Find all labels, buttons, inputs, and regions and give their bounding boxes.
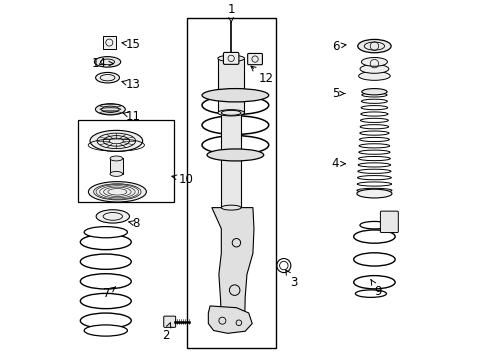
Ellipse shape bbox=[356, 189, 391, 198]
Ellipse shape bbox=[206, 149, 263, 161]
FancyBboxPatch shape bbox=[247, 53, 262, 65]
Ellipse shape bbox=[84, 325, 127, 336]
Ellipse shape bbox=[221, 111, 241, 115]
Bar bbox=[110, 158, 122, 174]
Polygon shape bbox=[211, 208, 253, 327]
Text: 5: 5 bbox=[331, 87, 344, 100]
Ellipse shape bbox=[364, 42, 384, 50]
Ellipse shape bbox=[358, 72, 389, 80]
FancyBboxPatch shape bbox=[163, 316, 175, 327]
Ellipse shape bbox=[95, 104, 125, 115]
Bar bbox=[186, 18, 276, 348]
Ellipse shape bbox=[361, 89, 386, 95]
Text: 7: 7 bbox=[102, 287, 115, 300]
Ellipse shape bbox=[110, 156, 122, 161]
Ellipse shape bbox=[359, 64, 388, 73]
Text: 3: 3 bbox=[285, 270, 297, 289]
Ellipse shape bbox=[110, 171, 122, 176]
Text: 1: 1 bbox=[227, 3, 234, 22]
Ellipse shape bbox=[217, 110, 244, 116]
Ellipse shape bbox=[355, 290, 386, 297]
Text: 11: 11 bbox=[122, 110, 141, 123]
Ellipse shape bbox=[96, 72, 119, 83]
Ellipse shape bbox=[96, 210, 129, 223]
Ellipse shape bbox=[221, 205, 241, 210]
Ellipse shape bbox=[100, 75, 115, 81]
Ellipse shape bbox=[202, 89, 268, 102]
Ellipse shape bbox=[359, 221, 388, 229]
Ellipse shape bbox=[90, 130, 142, 152]
Ellipse shape bbox=[357, 39, 390, 53]
Ellipse shape bbox=[84, 226, 127, 238]
Ellipse shape bbox=[101, 59, 114, 65]
Text: 14: 14 bbox=[92, 57, 113, 70]
Ellipse shape bbox=[217, 55, 244, 62]
Bar bbox=[217, 58, 244, 113]
Bar bbox=[103, 36, 115, 49]
Text: 4: 4 bbox=[331, 157, 345, 170]
FancyBboxPatch shape bbox=[223, 53, 239, 64]
Text: 15: 15 bbox=[122, 38, 141, 51]
Text: 12: 12 bbox=[250, 66, 273, 85]
Text: 9: 9 bbox=[370, 280, 381, 298]
Polygon shape bbox=[208, 306, 252, 333]
Text: 10: 10 bbox=[171, 173, 193, 186]
FancyBboxPatch shape bbox=[380, 211, 398, 233]
Bar bbox=[78, 120, 174, 202]
Ellipse shape bbox=[361, 58, 386, 66]
Bar bbox=[221, 113, 241, 208]
Text: 13: 13 bbox=[122, 78, 141, 91]
Ellipse shape bbox=[88, 182, 146, 202]
Text: 8: 8 bbox=[128, 217, 139, 230]
Ellipse shape bbox=[94, 57, 121, 67]
Text: 6: 6 bbox=[331, 40, 346, 53]
Text: 2: 2 bbox=[162, 323, 170, 342]
